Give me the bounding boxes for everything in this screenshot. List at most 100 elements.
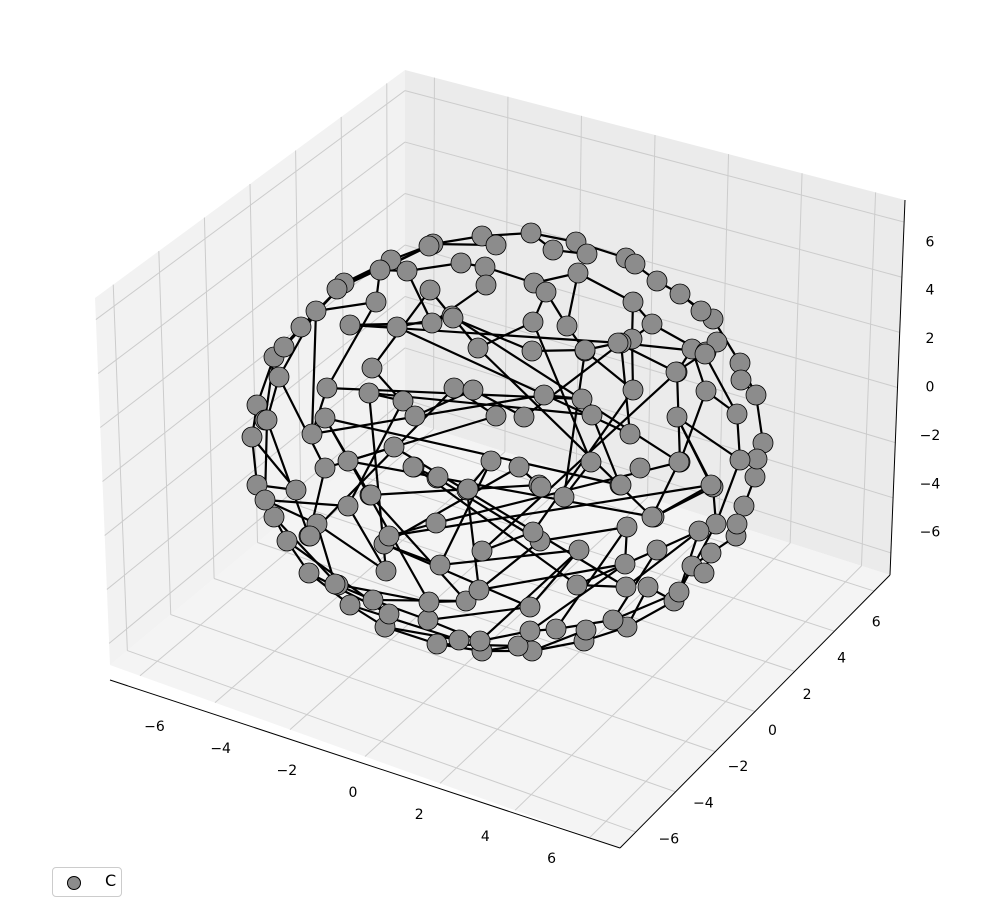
atom-c-37 <box>576 243 598 265</box>
bond-123 <box>346 504 388 573</box>
atom-c-63 <box>726 403 748 425</box>
bond-149 <box>538 525 629 543</box>
atom-c-39 <box>690 300 712 322</box>
atom-c-144 <box>508 456 530 478</box>
atom-c-73 <box>324 573 346 595</box>
atom-c-24 <box>298 562 320 584</box>
atom-c-87 <box>666 406 688 428</box>
bond-142 <box>678 389 708 464</box>
atom-c-83 <box>556 315 578 337</box>
bond-164 <box>310 393 546 436</box>
bond-128 <box>310 309 318 436</box>
atom-c-164 <box>457 478 479 500</box>
atom-c-56 <box>450 252 472 274</box>
bond-157 <box>323 416 431 604</box>
atom-c-52 <box>273 336 295 358</box>
atom-c-45 <box>575 619 597 641</box>
grid-z-back-4 <box>404 193 900 333</box>
atom-c-54 <box>369 259 391 281</box>
atom-c-94 <box>519 596 541 618</box>
atom-c-115 <box>566 574 588 596</box>
grid-z-left-3 <box>102 244 406 482</box>
atom-c-114 <box>615 576 637 598</box>
bond-185 <box>323 416 622 487</box>
z-tick-label-0: −6 <box>920 525 941 541</box>
bond-122 <box>315 522 388 573</box>
atom-c-136 <box>425 512 447 534</box>
atom-c-131 <box>641 506 663 528</box>
atom-c-2 <box>520 222 542 244</box>
bond-116 <box>478 548 581 643</box>
atom-c-93 <box>568 539 590 561</box>
atom-c-81 <box>475 274 497 296</box>
atom-c-48 <box>378 603 400 625</box>
atom-c-21 <box>426 633 448 655</box>
atom-c-86 <box>695 380 717 402</box>
atom-c-68 <box>545 618 567 640</box>
bond-118 <box>426 605 532 622</box>
atom-c-126 <box>533 384 555 406</box>
atom-c-121 <box>314 407 336 429</box>
z-axis-line <box>889 199 906 576</box>
atom-c-11 <box>744 466 766 488</box>
bond-117 <box>528 548 581 609</box>
atom-c-148 <box>513 406 535 428</box>
atom-c-104 <box>386 316 408 338</box>
y-tick-label-4: 2 <box>803 687 812 703</box>
grid-z-left-4 <box>99 193 406 428</box>
grid-y-floor-2 <box>213 578 716 753</box>
grid-z-back-1 <box>404 347 894 499</box>
atom-c-117 <box>468 579 490 601</box>
atom-c-40 <box>730 369 752 391</box>
atom-c-43 <box>693 562 715 584</box>
bond-130 <box>325 300 378 390</box>
atom-c-82 <box>535 281 557 303</box>
atom-c-138 <box>337 450 359 472</box>
atom-c-160 <box>694 343 716 365</box>
bond-154 <box>382 542 532 609</box>
bond-182 <box>438 459 493 567</box>
bond-80 <box>714 458 742 526</box>
atom-c-137 <box>378 525 400 547</box>
atom-c-167 <box>360 484 382 506</box>
grid-y-floor-1 <box>170 614 676 793</box>
atom-c-125 <box>485 405 507 427</box>
atom-c-133 <box>553 486 575 508</box>
z-tick-label-3: 0 <box>926 380 935 396</box>
atom-c-38 <box>624 253 646 275</box>
bond-150 <box>477 539 542 592</box>
bond-127 <box>277 375 327 470</box>
z-tick-label-6: 6 <box>926 234 935 250</box>
y-axis-line <box>619 574 891 849</box>
atoms-layer <box>241 222 774 662</box>
x-tick-label-3: 0 <box>349 785 358 801</box>
y-tick-label-3: 0 <box>768 723 777 739</box>
y-tick-label-5: 4 <box>837 651 846 667</box>
y-tick-label-0: −6 <box>659 832 680 848</box>
atom-c-107 <box>522 311 544 333</box>
atom-c-6 <box>669 283 691 305</box>
y-tick-label-1: −4 <box>693 795 714 811</box>
atom-c-89 <box>688 520 710 542</box>
bond-56 <box>383 625 461 642</box>
atom-c-35 <box>485 234 507 256</box>
bond-143 <box>675 415 713 487</box>
atom-c-12 <box>733 495 755 517</box>
x-tick-label-0: −6 <box>144 719 165 735</box>
atom-c-78 <box>305 300 327 322</box>
atom-c-118 <box>429 554 451 576</box>
z-tick-label-5: 4 <box>926 283 935 299</box>
atom-c-71 <box>417 609 439 631</box>
z-tick-label-2: −2 <box>920 428 941 444</box>
bond-184 <box>368 483 541 497</box>
atom-c-26 <box>263 506 285 528</box>
bond-155 <box>368 493 468 603</box>
x-tick-label-4: 2 <box>415 807 424 823</box>
atom-c-149 <box>462 379 484 401</box>
atom-c-168 <box>299 525 321 547</box>
grid-y-floor-3 <box>257 542 756 712</box>
atom-c-147 <box>581 404 603 426</box>
atom-c-14 <box>700 542 722 564</box>
atom-c-28 <box>241 426 263 448</box>
atom-c-92 <box>614 553 636 575</box>
